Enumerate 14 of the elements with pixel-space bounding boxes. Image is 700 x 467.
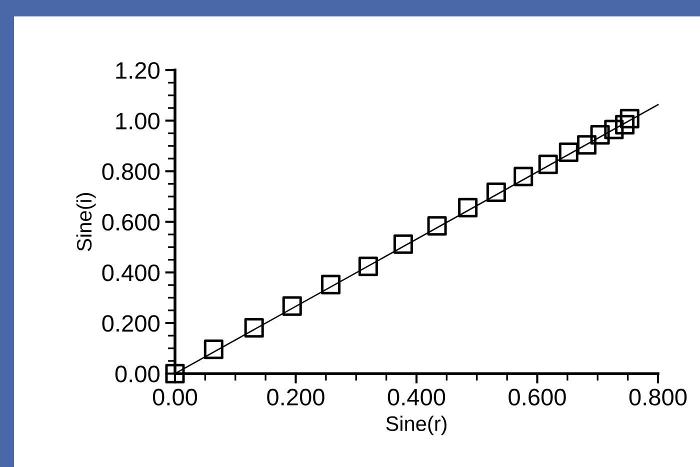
x-tick-label: 0.600 <box>508 388 566 406</box>
y-tick-label: 0.00 <box>115 366 160 382</box>
y-tick-label: 0.200 <box>102 315 160 332</box>
y-axis-title: Sine(i) <box>76 193 96 251</box>
x-tick-label: 0.00 <box>152 388 198 406</box>
x-axis-title: Sine(r) <box>386 416 446 436</box>
y-tick-label: 0.800 <box>102 163 160 180</box>
x-tick-label: 0.200 <box>267 388 324 406</box>
y-tick-label: 1.20 <box>116 62 160 79</box>
y-tick-label: 0.400 <box>102 264 160 282</box>
x-tick-label: 0.800 <box>629 388 687 406</box>
y-tick-label: 0.600 <box>102 214 160 231</box>
y-tick-label: 1.00 <box>116 112 160 130</box>
x-tick-label: 0.400 <box>388 388 446 406</box>
